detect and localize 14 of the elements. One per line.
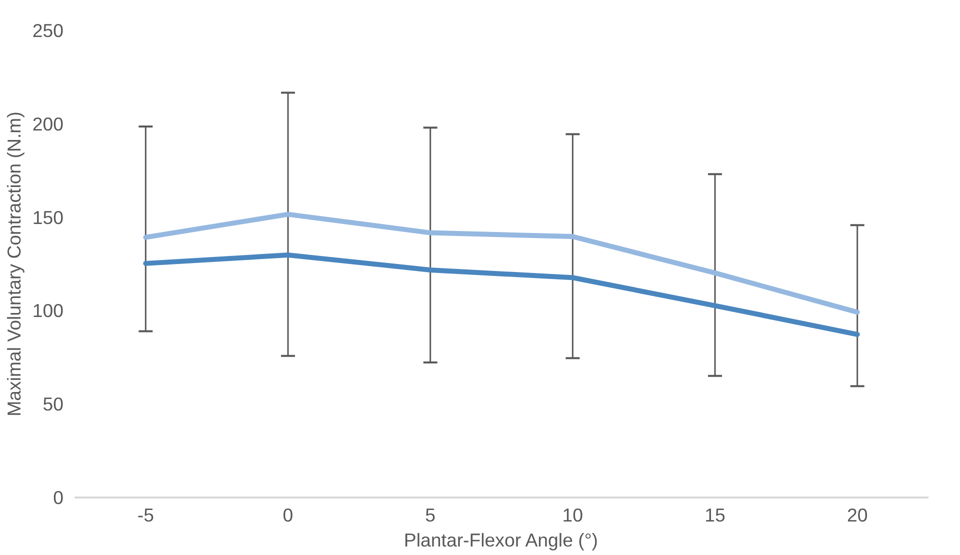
y-tick-label: 50 bbox=[42, 394, 64, 415]
y-tick-label: 200 bbox=[32, 113, 64, 134]
x-tick-label: 15 bbox=[704, 504, 726, 526]
x-axis-title: Plantar-Flexor Angle (°) bbox=[404, 530, 598, 550]
x-tick-label: 0 bbox=[282, 504, 294, 526]
y-axis-title: Maximal Voluntary Contraction (N.m) bbox=[3, 112, 24, 416]
x-tick-label: 20 bbox=[846, 504, 868, 526]
x-tick-label: 5 bbox=[425, 504, 436, 526]
y-tick-label: 100 bbox=[32, 300, 64, 322]
x-tick-label: 10 bbox=[562, 504, 584, 526]
x-tick-label: -5 bbox=[137, 504, 154, 526]
y-tick-label: 250 bbox=[32, 20, 64, 41]
y-tick-label: 150 bbox=[32, 206, 64, 228]
y-tick-label: 0 bbox=[53, 487, 64, 508]
